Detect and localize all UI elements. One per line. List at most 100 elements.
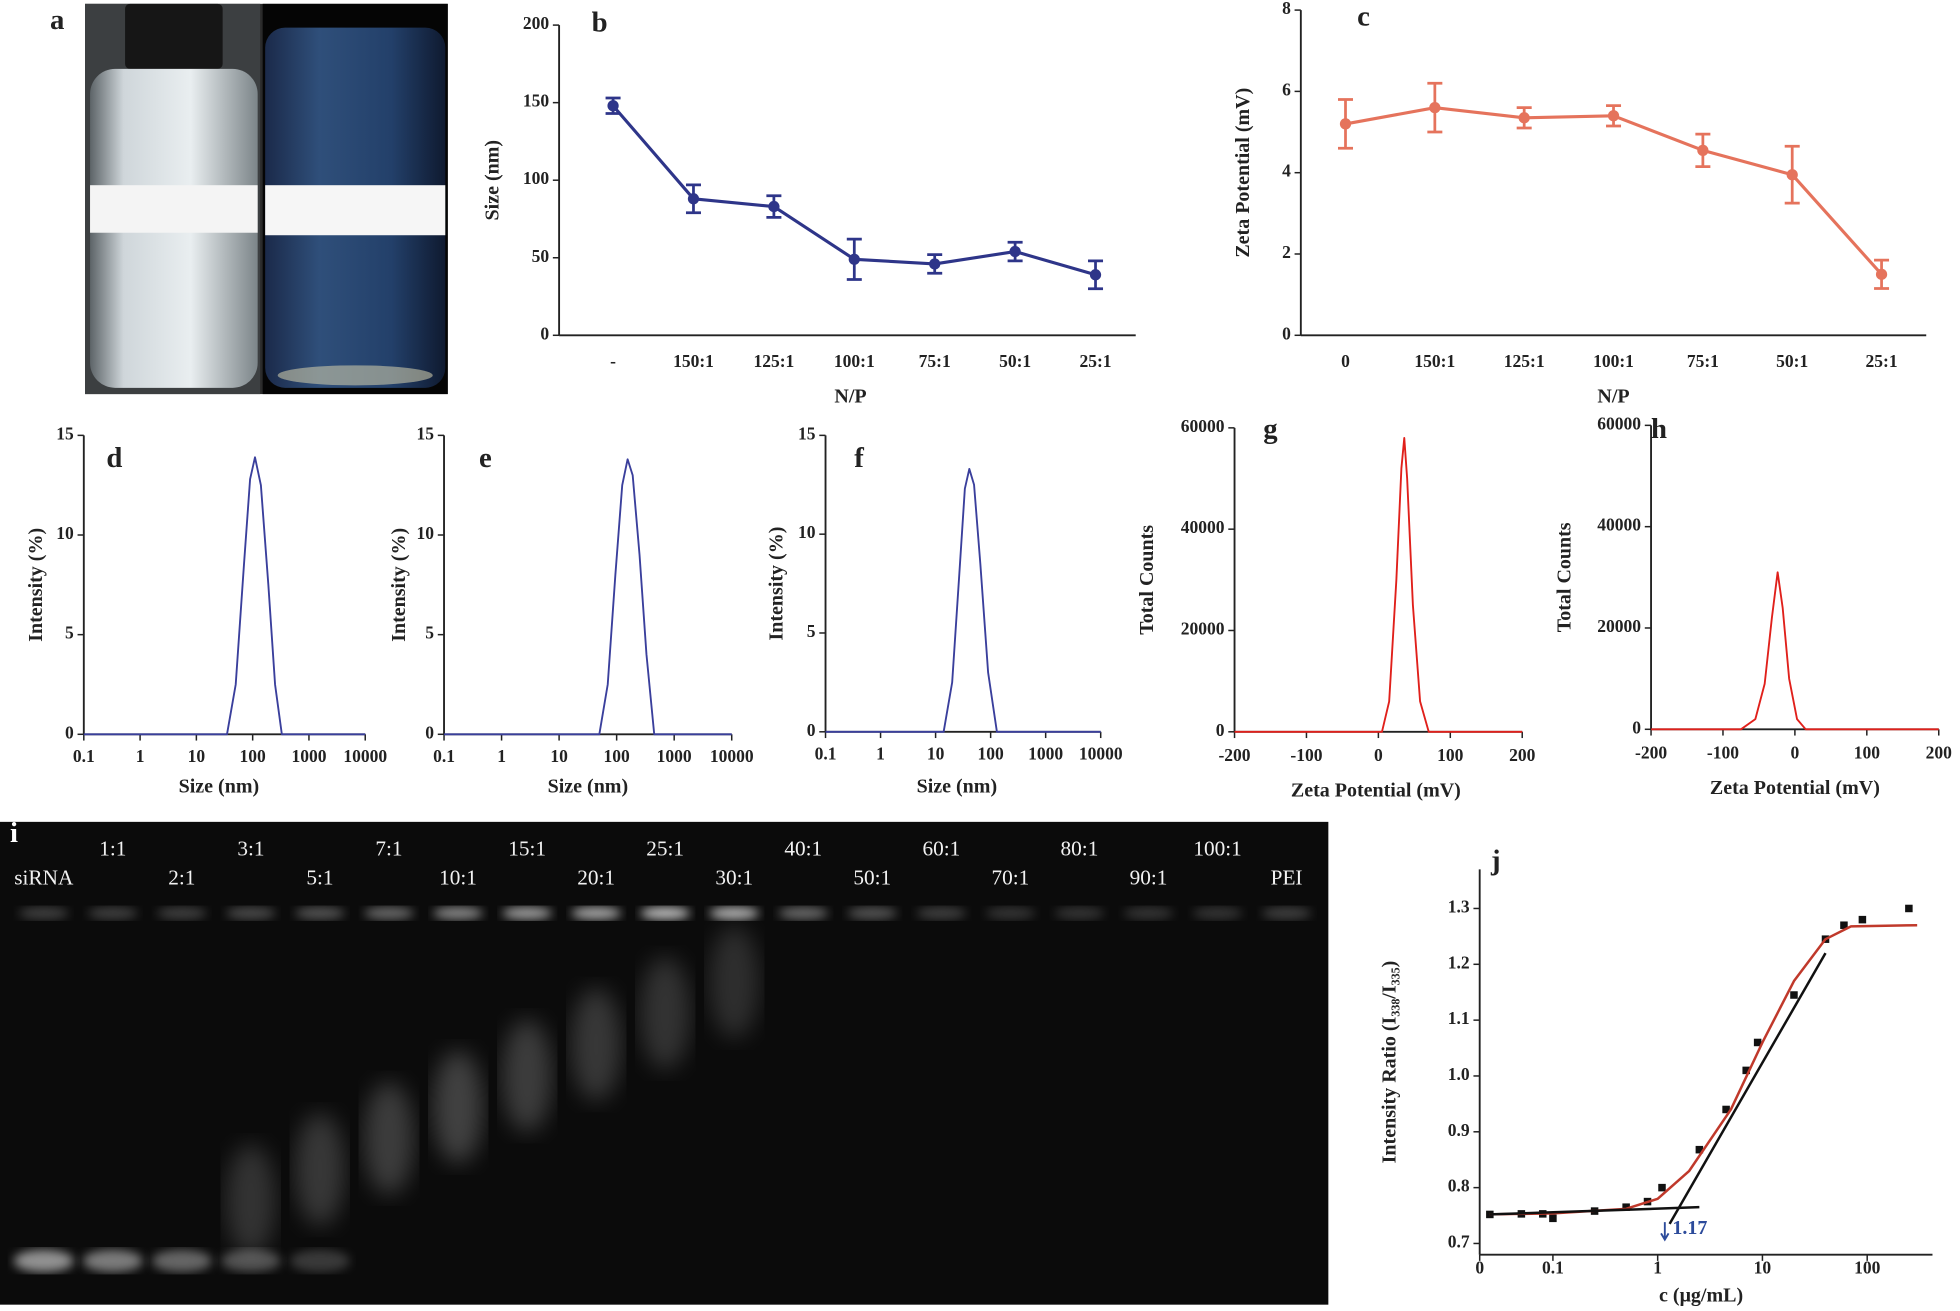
point xyxy=(1790,991,1798,999)
lane-label: PEI xyxy=(1271,865,1303,889)
line xyxy=(444,458,732,736)
line xyxy=(1234,437,1523,733)
point xyxy=(1858,915,1867,924)
x-tick-label: 0 xyxy=(1374,745,1383,765)
x-tick-label: 125:1 xyxy=(753,351,794,371)
gel-band xyxy=(289,1249,350,1273)
point xyxy=(1722,1105,1730,1114)
y-tick-label: 0 xyxy=(1632,717,1641,737)
x-tick-label: 1000 xyxy=(1028,744,1063,764)
x-tick-label: 100 xyxy=(978,744,1005,764)
point xyxy=(1786,169,1798,181)
y-tick-label: 40000 xyxy=(1181,517,1225,537)
y-tick-label: 40000 xyxy=(1597,515,1641,535)
x-tick-label: 10 xyxy=(550,746,568,766)
point xyxy=(1695,1145,1704,1154)
y-tick-label: 0 xyxy=(540,323,549,343)
x-axis-label: Zeta Potential (mV) xyxy=(1710,777,1880,799)
y-tick-label: 15 xyxy=(56,423,74,443)
x-tick-label: 100 xyxy=(604,746,631,766)
y-axis-label: Zeta Potential (mV) xyxy=(1232,88,1254,258)
point xyxy=(1429,102,1441,114)
gel-well xyxy=(847,906,898,920)
y-tick-label: 5 xyxy=(65,623,74,643)
y-axis-label: Total Counts xyxy=(1554,522,1576,632)
gel-band xyxy=(82,1249,143,1273)
point xyxy=(1089,269,1102,281)
x-tick-label: 10 xyxy=(1754,1258,1772,1278)
gel-well xyxy=(502,906,553,920)
photo xyxy=(85,3,448,395)
x-tick-label: 10000 xyxy=(1079,744,1123,764)
jar-cap xyxy=(125,3,223,69)
gel-well xyxy=(1192,906,1243,920)
point xyxy=(687,193,700,205)
x-tick-label: 10000 xyxy=(710,746,754,766)
panel-label: f xyxy=(854,442,864,474)
lane-label: 40:1 xyxy=(784,836,822,860)
x-tick-label: -100 xyxy=(1707,742,1739,762)
gel-well xyxy=(87,906,138,920)
y-tick-label: 0.8 xyxy=(1448,1176,1470,1196)
lane-label: siRNA xyxy=(14,865,74,889)
x-tick-label: 1000 xyxy=(291,746,326,766)
y-tick-label: 8 xyxy=(1282,0,1291,18)
lane-label: 10:1 xyxy=(439,865,477,889)
lane-label: 30:1 xyxy=(715,865,753,889)
gel-well xyxy=(294,906,345,920)
jar-bottom xyxy=(277,365,433,386)
x-tick-label: 0 xyxy=(1791,742,1800,762)
gel-smear xyxy=(433,1050,484,1164)
lane-label: 80:1 xyxy=(1061,836,1099,860)
point xyxy=(1486,1210,1494,1219)
x-tick-label: 1000 xyxy=(657,746,692,766)
y-axis-label: Intensity Ratio (I₃₃₈/I₃₃₅) xyxy=(1378,961,1400,1164)
x-axis-label: N/P xyxy=(1597,385,1629,407)
panel-label: h xyxy=(1651,413,1667,445)
y-tick-label: 5 xyxy=(807,621,816,641)
x-tick-label: 125:1 xyxy=(1504,351,1545,371)
x-tick-label: 10 xyxy=(188,746,206,766)
point xyxy=(1339,118,1352,130)
y-tick-label: 15 xyxy=(417,423,435,443)
y-axis-label: Intensity (%) xyxy=(25,528,47,642)
y-tick-label: 20000 xyxy=(1597,616,1641,636)
gel-well xyxy=(1123,906,1174,920)
x-tick-label: 25:1 xyxy=(1079,351,1111,371)
x-tick-label: 10 xyxy=(927,744,945,764)
x-tick-label: 1 xyxy=(1653,1258,1662,1278)
point xyxy=(1009,245,1021,258)
gel-well xyxy=(640,906,691,920)
y-tick-label: 0 xyxy=(1216,720,1225,740)
x-tick-label: 75:1 xyxy=(1687,351,1719,371)
gel-image xyxy=(0,821,1329,1305)
x-tick-label: 1 xyxy=(136,746,145,766)
x-tick-label: 10000 xyxy=(343,746,387,766)
lane-label: 5:1 xyxy=(306,865,333,889)
y-tick-label: 0.9 xyxy=(1448,1120,1470,1140)
point xyxy=(1549,1214,1557,1223)
lane-label: 90:1 xyxy=(1130,865,1168,889)
x-axis-label: Size (nm) xyxy=(548,776,629,798)
y-tick-label: 0.7 xyxy=(1448,1231,1470,1251)
x-tick-label: 150:1 xyxy=(673,351,714,371)
y-tick-label: 2 xyxy=(1282,242,1291,262)
x-tick-label: 0.1 xyxy=(1542,1258,1564,1278)
gel-smear xyxy=(225,1144,276,1258)
panel-label: e xyxy=(479,442,492,474)
lane-label: 3:1 xyxy=(237,836,264,860)
point xyxy=(848,253,860,265)
y-tick-label: 0 xyxy=(425,722,434,742)
y-tick-label: 15 xyxy=(798,423,816,443)
annotation: 1.17 xyxy=(1672,1217,1707,1239)
point xyxy=(1840,921,1848,929)
lane-label: 60:1 xyxy=(922,836,960,860)
gel-well xyxy=(1054,906,1105,920)
line xyxy=(1651,571,1939,731)
panel-label: i xyxy=(10,817,18,849)
y-tick-label: 150 xyxy=(523,91,550,111)
gel-band xyxy=(220,1249,281,1273)
y-tick-label: 5 xyxy=(425,623,434,643)
panel-label: c xyxy=(1357,0,1370,32)
